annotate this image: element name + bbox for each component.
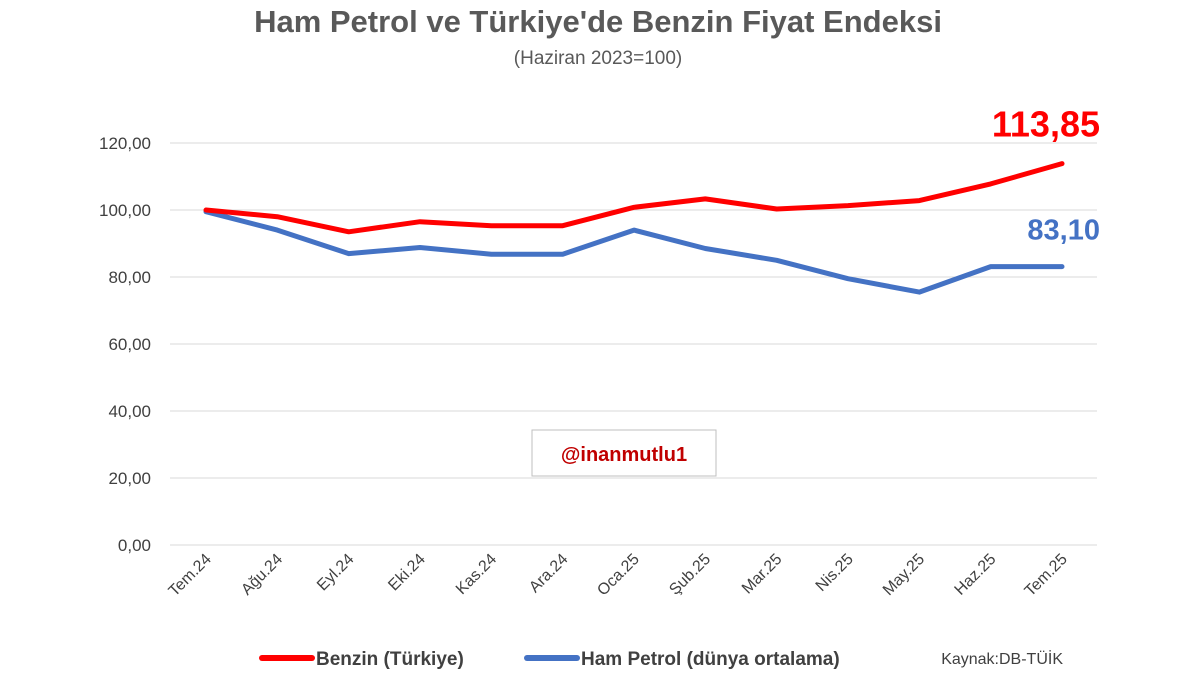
y-tick-label: 20,00 <box>108 469 151 488</box>
x-tick-label: Şub.25 <box>666 551 714 599</box>
y-tick-label: 80,00 <box>108 268 151 287</box>
gridlines <box>170 142 1097 546</box>
x-tick-label: May.25 <box>880 551 928 599</box>
watermark: @inanmutlu1 <box>531 429 717 477</box>
x-tick-label: Haz.25 <box>952 551 1000 599</box>
y-tick-label: 40,00 <box>108 402 151 421</box>
x-tick-label: Ara.24 <box>526 551 571 596</box>
watermark-box <box>531 429 717 477</box>
x-axis: Tem.24 Ağu.24 Eyl.24 Eki.24 Kas.24 Ara.24 Oca.… <box>166 551 1071 600</box>
y-tick-label: 0,00 <box>118 536 151 555</box>
legend: Benzin (Türkiye) Ham Petrol (dünya ortal… <box>259 649 1063 670</box>
y-tick-label: 100,00 <box>99 201 151 220</box>
x-tick-label: Kas.24 <box>453 551 500 598</box>
x-tick-label: Tem.24 <box>166 551 215 600</box>
series-lines <box>203 161 1065 295</box>
y-tick-label: 60,00 <box>108 335 151 354</box>
chart-subtitle: (Haziran 2023=100) <box>514 48 682 69</box>
x-tick-label: Mar.25 <box>739 551 786 598</box>
x-tick-label: Eyl.24 <box>314 551 358 595</box>
chart-title: Ham Petrol ve Türkiye'de Benzin Fiyat En… <box>254 4 942 39</box>
x-tick-label: Oca.25 <box>594 551 643 600</box>
series-end-label: 113,85 <box>992 104 1100 145</box>
series-line <box>203 161 1065 235</box>
legend-label-ham-petrol: Ham Petrol (dünya ortalama) <box>581 649 840 670</box>
legend-label-benzin: Benzin (Türkiye) <box>316 649 464 670</box>
x-tick-label: Eki.24 <box>385 551 429 595</box>
watermark-text: @inanmutlu1 <box>561 444 687 466</box>
x-tick-label: Nis.25 <box>813 551 857 595</box>
end-labels: 113,85 83,10 <box>992 104 1100 247</box>
x-tick-label: Tem.25 <box>1022 551 1071 600</box>
y-axis: 0,00 20,00 40,00 60,00 80,00 100,00 120,00 <box>99 134 151 555</box>
series-end-label: 83,10 <box>1027 215 1100 247</box>
series-line <box>203 209 1065 295</box>
x-tick-label: Ağu.24 <box>238 551 286 599</box>
y-tick-label: 120,00 <box>99 134 151 153</box>
source-note: Kaynak:DB-TÜİK <box>941 649 1063 668</box>
